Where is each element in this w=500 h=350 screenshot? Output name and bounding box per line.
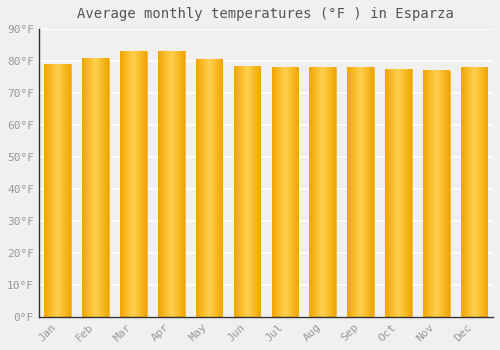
Title: Average monthly temperatures (°F ) in Esparza: Average monthly temperatures (°F ) in Es… [78, 7, 454, 21]
